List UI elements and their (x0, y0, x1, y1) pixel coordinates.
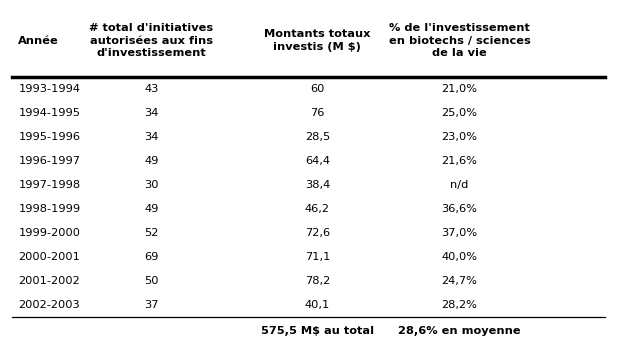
Text: 37,0%: 37,0% (442, 228, 478, 238)
Text: 50: 50 (144, 276, 159, 286)
Text: 1994-1995: 1994-1995 (19, 108, 80, 118)
Text: 1999-2000: 1999-2000 (19, 228, 80, 238)
Text: 28,5: 28,5 (305, 132, 330, 142)
Text: 36,6%: 36,6% (442, 204, 478, 214)
Text: 23,0%: 23,0% (442, 132, 478, 142)
Text: 21,6%: 21,6% (442, 156, 478, 166)
Text: 2000-2001: 2000-2001 (19, 252, 80, 262)
Text: 24,7%: 24,7% (442, 276, 478, 286)
Text: 30: 30 (144, 180, 159, 190)
Text: 21,0%: 21,0% (442, 84, 478, 94)
Text: 2002-2003: 2002-2003 (19, 300, 80, 310)
Text: 60: 60 (310, 84, 325, 94)
Text: 1995-1996: 1995-1996 (19, 132, 80, 142)
Text: 72,6: 72,6 (305, 228, 330, 238)
Text: 46,2: 46,2 (305, 204, 330, 214)
Text: 1993-1994: 1993-1994 (19, 84, 80, 94)
Text: 52: 52 (144, 228, 159, 238)
Text: n/d: n/d (450, 180, 469, 190)
Text: Année: Année (19, 35, 59, 46)
Text: 575,5 M$ au total: 575,5 M$ au total (261, 326, 374, 336)
Text: 1997-1998: 1997-1998 (19, 180, 80, 190)
Text: 49: 49 (144, 204, 159, 214)
Text: Montants totaux
investis (M $): Montants totaux investis (M $) (264, 29, 371, 52)
Text: 25,0%: 25,0% (442, 108, 478, 118)
Text: 34: 34 (144, 132, 159, 142)
Text: 78,2: 78,2 (305, 276, 330, 286)
Text: 28,2%: 28,2% (442, 300, 478, 310)
Text: # total d'initiatives
autorisées aux fins
d'investissement: # total d'initiatives autorisées aux fin… (89, 23, 213, 58)
Text: 43: 43 (144, 84, 159, 94)
Text: 69: 69 (144, 252, 159, 262)
Text: % de l'investissement
en biotechs / sciences
de la vie: % de l'investissement en biotechs / scie… (389, 23, 531, 58)
Text: 28,6% en moyenne: 28,6% en moyenne (398, 326, 521, 336)
Text: 1996-1997: 1996-1997 (19, 156, 80, 166)
Text: 49: 49 (144, 156, 159, 166)
Text: 40,1: 40,1 (305, 300, 330, 310)
Text: 1998-1999: 1998-1999 (19, 204, 80, 214)
Text: 38,4: 38,4 (305, 180, 330, 190)
Text: 40,0%: 40,0% (442, 252, 478, 262)
Text: 2001-2002: 2001-2002 (19, 276, 80, 286)
Text: 37: 37 (144, 300, 159, 310)
Text: 34: 34 (144, 108, 159, 118)
Text: 76: 76 (310, 108, 325, 118)
Text: 71,1: 71,1 (305, 252, 330, 262)
Text: 64,4: 64,4 (305, 156, 330, 166)
